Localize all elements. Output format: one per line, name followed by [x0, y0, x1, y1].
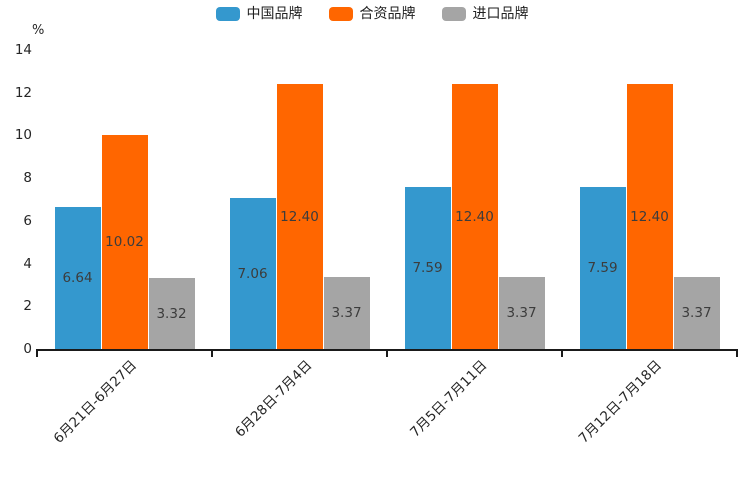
bar-value-label: 12.40: [280, 208, 319, 225]
bar-合资品牌: [276, 84, 323, 349]
legend: 中国品牌 合资品牌 进口品牌: [0, 7, 744, 21]
y-axis-tick-label: 14: [14, 42, 32, 58]
y-axis-tick-label: 0: [23, 341, 32, 357]
bar-value-label: 7.59: [587, 259, 618, 276]
bar-value-label: 3.37: [506, 305, 537, 321]
bar-value-label: 3.37: [681, 305, 712, 321]
x-axis-tick: [36, 349, 38, 357]
bar-value-label: 6.64: [62, 270, 93, 287]
bar-中国品牌: [54, 207, 101, 349]
bar-value-label: 12.40: [455, 208, 494, 225]
x-axis-tick: [736, 349, 738, 357]
y-axis-tick-label: 4: [23, 255, 32, 272]
x-axis-tick: [561, 349, 563, 357]
legend-swatch-icon: [215, 7, 240, 21]
bar-进口品牌: [673, 277, 720, 349]
x-axis-tick: [211, 349, 213, 357]
y-axis-tick-label: 2: [23, 298, 32, 315]
y-axis-tick-label: 8: [23, 170, 32, 187]
y-axis-tick-label: 6: [23, 212, 32, 229]
legend-label: 进口品牌: [472, 6, 529, 22]
y-axis-tick-label: 12: [14, 84, 32, 101]
x-axis-tick: [386, 349, 388, 357]
bar-进口品牌: [498, 277, 545, 349]
bar-合资品牌: [451, 84, 498, 349]
y-axis-unit-label: %: [32, 23, 45, 38]
bar-合资品牌: [626, 84, 673, 349]
legend-item-1: 中国品牌: [215, 6, 303, 22]
bar-value-label: 10.02: [105, 234, 144, 250]
bar-value-label: 7.06: [237, 265, 268, 282]
bar-中国品牌: [579, 186, 626, 349]
legend-swatch-icon: [441, 7, 466, 21]
legend-label: 中国品牌: [246, 6, 303, 22]
bar-中国品牌: [404, 186, 451, 349]
legend-item-2: 合资品牌: [328, 6, 416, 22]
bar-进口品牌: [323, 277, 370, 349]
legend-item-3: 进口品牌: [441, 6, 529, 22]
x-axis-category-label: 6月21日-6月27日: [50, 357, 141, 447]
y-axis-tick-label: 10: [14, 127, 32, 144]
bar-value-label: 7.59: [412, 259, 443, 276]
legend-label: 合资品牌: [359, 6, 416, 22]
x-axis-category-label: 7月5日-7月11日: [406, 357, 491, 441]
bar-value-label: 12.40: [630, 208, 669, 225]
bar-value-label: 3.32: [156, 305, 187, 322]
legend-swatch-icon: [328, 7, 353, 21]
bar-合资品牌: [101, 135, 148, 349]
x-axis-category-label: 6月28日-7月4日: [231, 357, 316, 441]
x-axis-category-label: 7月12日-7月18日: [575, 357, 666, 447]
bar-value-label: 3.37: [331, 305, 362, 321]
bar-进口品牌: [148, 278, 195, 349]
bar-中国品牌: [229, 198, 276, 349]
